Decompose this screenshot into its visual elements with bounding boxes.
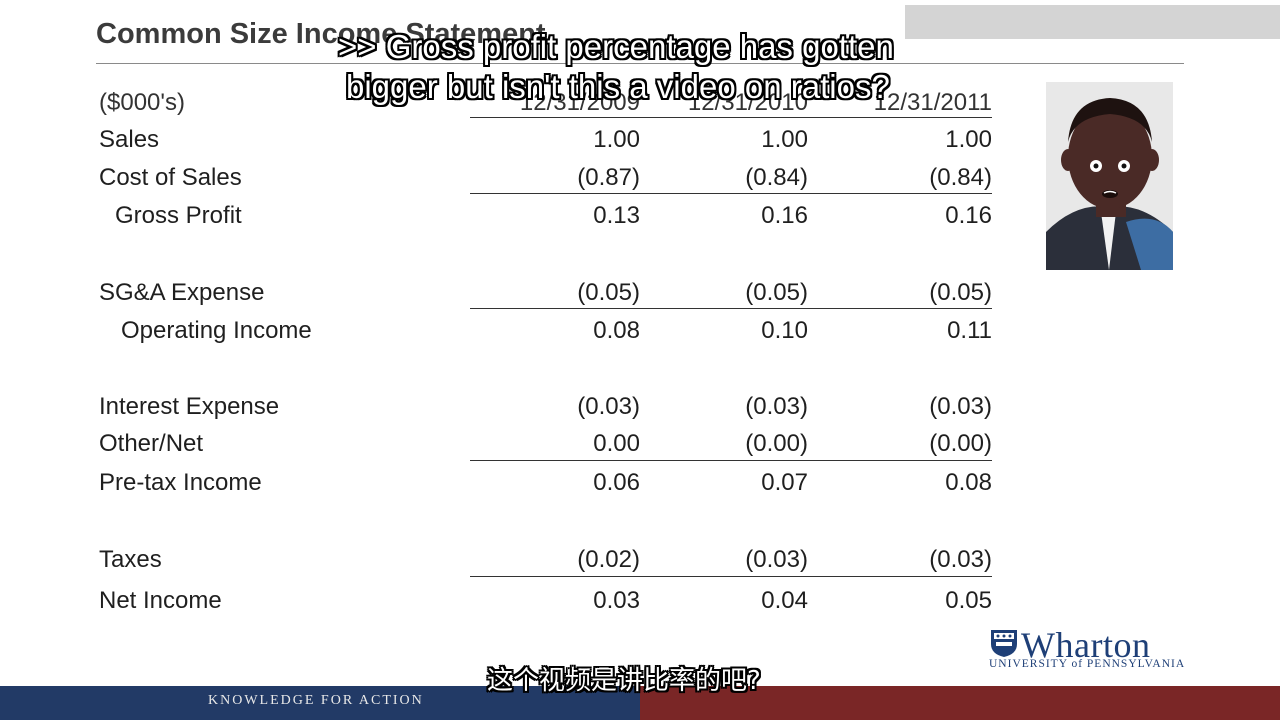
top-banner-box [905, 5, 1280, 39]
row-value: 1.00 [593, 126, 640, 153]
row-label-interest-expense: Interest Expense [99, 393, 280, 420]
row-label-sga-expense: SG&A Expense [99, 279, 265, 306]
row-label-sales: Sales [99, 126, 160, 153]
row-value: 0.06 [593, 469, 640, 496]
row-value: 0.00 [593, 430, 640, 457]
row-label-net-income: Net Income [99, 587, 222, 614]
row-label-gross-profit: Gross Profit [115, 202, 242, 229]
row-value: (0.03) [929, 546, 992, 573]
presenter-avatar [1046, 82, 1173, 270]
footer-tagline: KNOWLEDGE FOR ACTION [208, 693, 424, 708]
row-value: 0.16 [761, 202, 808, 229]
row-value: 0.07 [761, 469, 808, 496]
row-value: (0.05) [929, 279, 992, 306]
footer-bar-navy [0, 686, 640, 720]
row-value: (0.05) [745, 279, 808, 306]
row-value: (0.00) [929, 430, 992, 457]
subtotal-rule [470, 308, 992, 309]
header-underline [470, 117, 992, 118]
logo-subtitle: UNIVERSITY of PENNSYLVANIA [989, 658, 1186, 670]
title-divider [96, 63, 1184, 64]
row-value: 0.10 [761, 317, 808, 344]
shield-icon [991, 630, 1017, 657]
row-value: (0.03) [577, 393, 640, 420]
row-value: (0.03) [745, 393, 808, 420]
row-label-other-net: Other/Net [99, 430, 204, 457]
row-value: (0.02) [577, 546, 640, 573]
row-value: (0.87) [577, 164, 640, 191]
subtitle-line-2: bigger but isn't this a video on ratios? [346, 68, 890, 105]
column-header-2011: 12/31/2011 [873, 89, 992, 116]
row-label-pretax-income: Pre-tax Income [99, 469, 262, 496]
row-value: (0.03) [929, 393, 992, 420]
subtotal-rule [470, 576, 992, 577]
subtotal-rule [470, 460, 992, 461]
row-label-operating-income: Operating Income [121, 317, 312, 344]
slide-title: Common Size Income Statement [96, 18, 546, 50]
row-value: (0.00) [745, 430, 808, 457]
row-value: (0.84) [929, 164, 992, 191]
row-value: 0.16 [945, 202, 992, 229]
subtitle-line-1: >> Gross profit percentage has gotten [338, 28, 894, 65]
row-value: 0.08 [593, 317, 640, 344]
row-label-taxes: Taxes [99, 546, 162, 573]
row-value: (0.84) [745, 164, 808, 191]
row-value: 1.00 [761, 126, 808, 153]
presenter-illustration [1046, 82, 1173, 270]
row-value: (0.05) [577, 279, 640, 306]
column-header-2009: 12/31/2009 [519, 89, 640, 116]
row-label-cost-of-sales: Cost of Sales [99, 164, 242, 191]
footer-bar-maroon [640, 686, 1280, 720]
row-value: 0.13 [593, 202, 640, 229]
row-value: 0.11 [947, 317, 992, 344]
column-header-2010: 12/31/2010 [687, 89, 808, 116]
income-statement-table: ($000's) 12/31/2009 12/31/2010 12/31/201… [99, 89, 992, 614]
row-value: 0.03 [593, 587, 640, 614]
wharton-logo: Wharton UNIVERSITY of PENNSYLVANIA [987, 625, 1192, 672]
logo-wordmark: Wharton [1021, 625, 1151, 665]
row-value: 0.08 [945, 469, 992, 496]
row-value: (0.03) [745, 546, 808, 573]
row-value: 0.04 [761, 587, 808, 614]
subtitle-chinese: 这个视频是讲比率的吧? [487, 666, 761, 696]
subtotal-rule [470, 193, 992, 194]
row-value: 1.00 [945, 126, 992, 153]
units-label: ($000's) [99, 89, 185, 116]
row-value: 0.05 [945, 587, 992, 614]
